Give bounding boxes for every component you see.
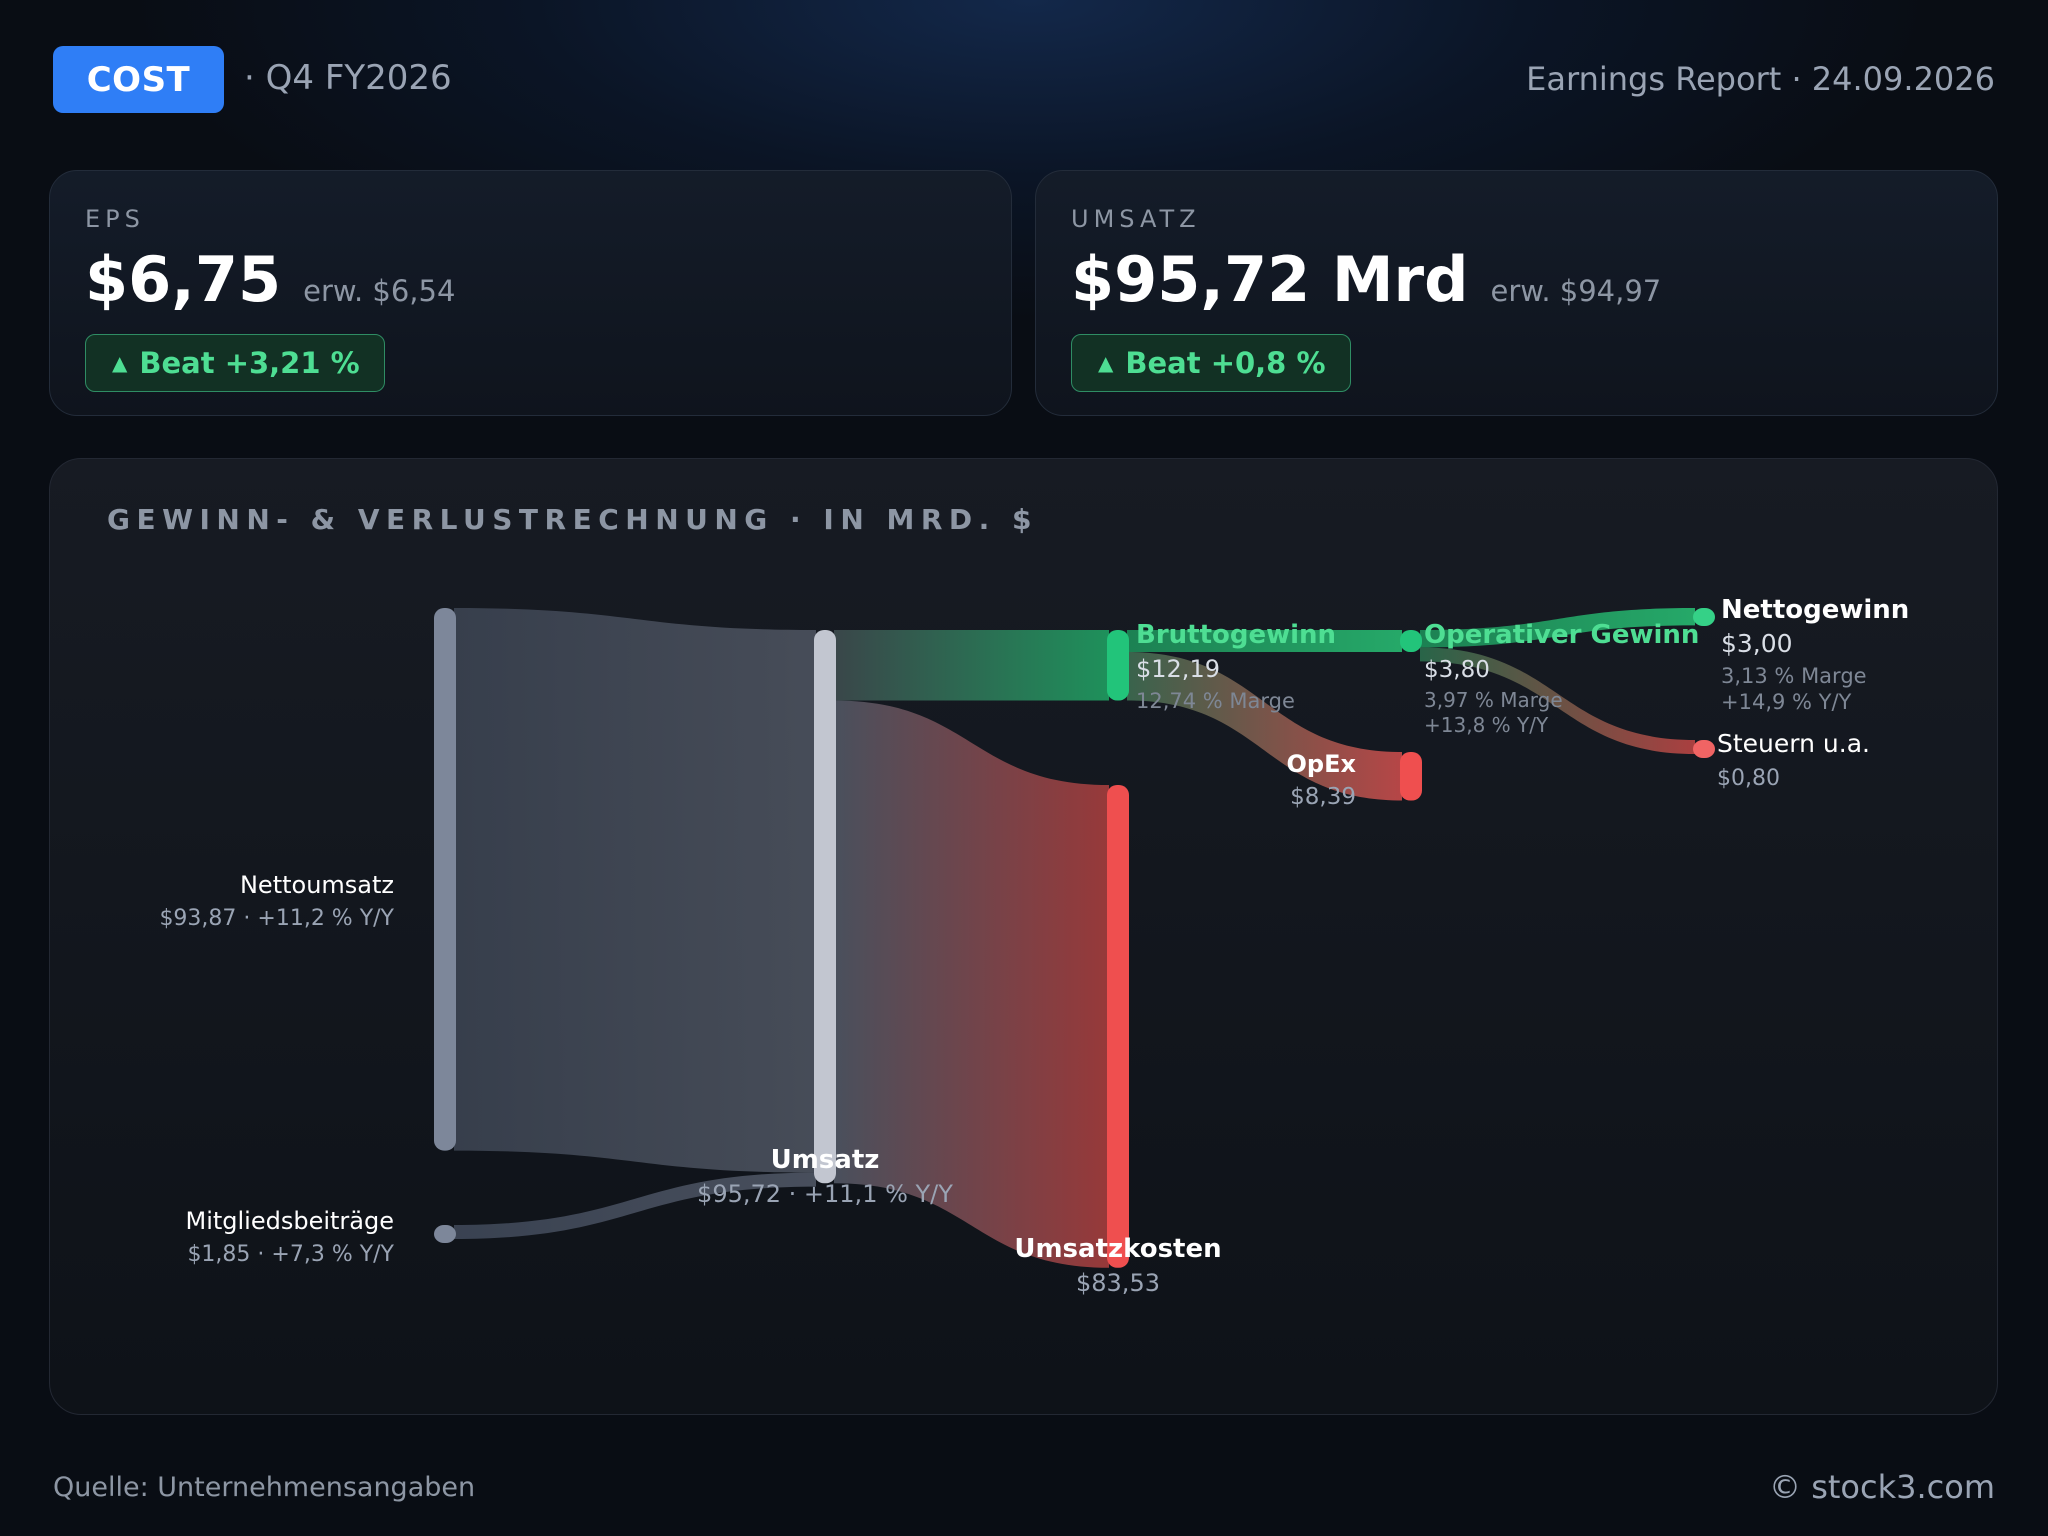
- flow-umsatz-to-umsatzkosten: [834, 700, 1109, 1268]
- flow-nettoumsatz-to-umsatz: [454, 608, 816, 1173]
- value-nettoumsatz: $93,87 · +11,2 % Y/Y: [159, 906, 394, 931]
- note-operativ: 3,97 % Marge: [1424, 688, 1563, 712]
- value-umsatz: $95,72 · +11,1 % Y/Y: [697, 1180, 953, 1208]
- value-brutto: $12,19: [1136, 655, 1220, 683]
- flow-umsatz-to-brutto: [834, 630, 1109, 701]
- revenue-value-row: $95,72 Mrd erw. $94,97: [1071, 243, 1661, 316]
- label-mitglied: Mitgliedsbeiträge: [185, 1207, 394, 1235]
- panel-title: GEWINN- & VERLUSTRECHNUNG · IN MRD. $: [107, 503, 1039, 536]
- node-brutto: [1107, 630, 1129, 701]
- label-umsatzkosten: Umsatzkosten: [1014, 1234, 1221, 1264]
- note-brutto: 12,74 % Marge: [1136, 689, 1295, 713]
- eps-beat-text: Beat +3,21 %: [139, 346, 360, 380]
- revenue-value: $95,72 Mrd: [1071, 243, 1469, 316]
- revenue-beat-badge: ▲ Beat +0,8 %: [1071, 334, 1351, 392]
- node-mitglied: [434, 1225, 456, 1243]
- report-title: Earnings Report · 24.09.2026: [1526, 60, 1995, 98]
- label-nettoumsatz: Nettoumsatz: [240, 871, 394, 899]
- flow-brutto-to-operativ: [1127, 630, 1402, 652]
- value-umsatzkosten: $83,53: [1076, 1269, 1160, 1297]
- revenue-beat-text: Beat +0,8 %: [1125, 346, 1326, 380]
- eps-label: EPS: [85, 205, 145, 233]
- value-mitglied: $1,85 · +7,3 % Y/Y: [187, 1242, 394, 1267]
- quarter-label: · Q4 FY2026: [244, 58, 452, 98]
- label-brutto: Bruttogewinn: [1136, 620, 1336, 650]
- eps-expected: erw. $6,54: [303, 274, 456, 308]
- label-operativ: Operativer Gewinn: [1424, 620, 1699, 650]
- revenue-label: UMSATZ: [1071, 205, 1201, 233]
- copyright[interactable]: © stock3.com: [1769, 1468, 1995, 1506]
- triangle-up-icon: ▲: [1098, 351, 1114, 375]
- eps-beat-badge: ▲ Beat +3,21 %: [85, 334, 385, 392]
- flow-brutto-to-opex: [1127, 651, 1402, 801]
- label-netto: Nettogewinn: [1721, 595, 1909, 625]
- eps-value-row: $6,75 erw. $6,54: [85, 243, 455, 316]
- value-opex: $8,39: [1290, 784, 1356, 810]
- flow-operativ-to-netto: [1420, 608, 1695, 648]
- flow-mitglied-to-umsatz: [454, 1172, 816, 1239]
- node-steuern: [1693, 740, 1715, 758]
- flow-operativ-to-steuern: [1420, 647, 1695, 754]
- revenue-expected: erw. $94,97: [1490, 274, 1662, 308]
- node-umsatz: [814, 630, 836, 1184]
- label-umsatz: Umsatz: [771, 1145, 880, 1175]
- ticker-badge: COST: [53, 46, 224, 113]
- eps-value: $6,75: [85, 243, 282, 316]
- node-umsatzkosten: [1107, 785, 1129, 1268]
- triangle-up-icon: ▲: [112, 351, 128, 375]
- value-operativ: $3,80: [1424, 657, 1490, 683]
- label-steuern: Steuern u.a.: [1717, 729, 1870, 758]
- node-opex: [1400, 752, 1422, 801]
- node-nettoumsatz: [434, 608, 456, 1151]
- revenue-card: UMSATZ $95,72 Mrd erw. $94,97 ▲ Beat +0,8…: [1035, 170, 1998, 416]
- note2-netto: +14,9 % Y/Y: [1721, 690, 1852, 714]
- eps-card: EPS $6,75 erw. $6,54 ▲ Beat +3,21 %: [49, 170, 1012, 416]
- note2-operativ: +13,8 % Y/Y: [1424, 713, 1549, 737]
- node-netto: [1693, 608, 1715, 626]
- value-steuern: $0,80: [1717, 766, 1780, 791]
- value-netto: $3,00: [1721, 629, 1793, 658]
- note-netto: 3,13 % Marge: [1721, 664, 1867, 688]
- source-note: Quelle: Unternehmensangaben: [53, 1472, 476, 1503]
- label-opex: OpEx: [1287, 750, 1357, 778]
- node-operativ: [1400, 630, 1422, 652]
